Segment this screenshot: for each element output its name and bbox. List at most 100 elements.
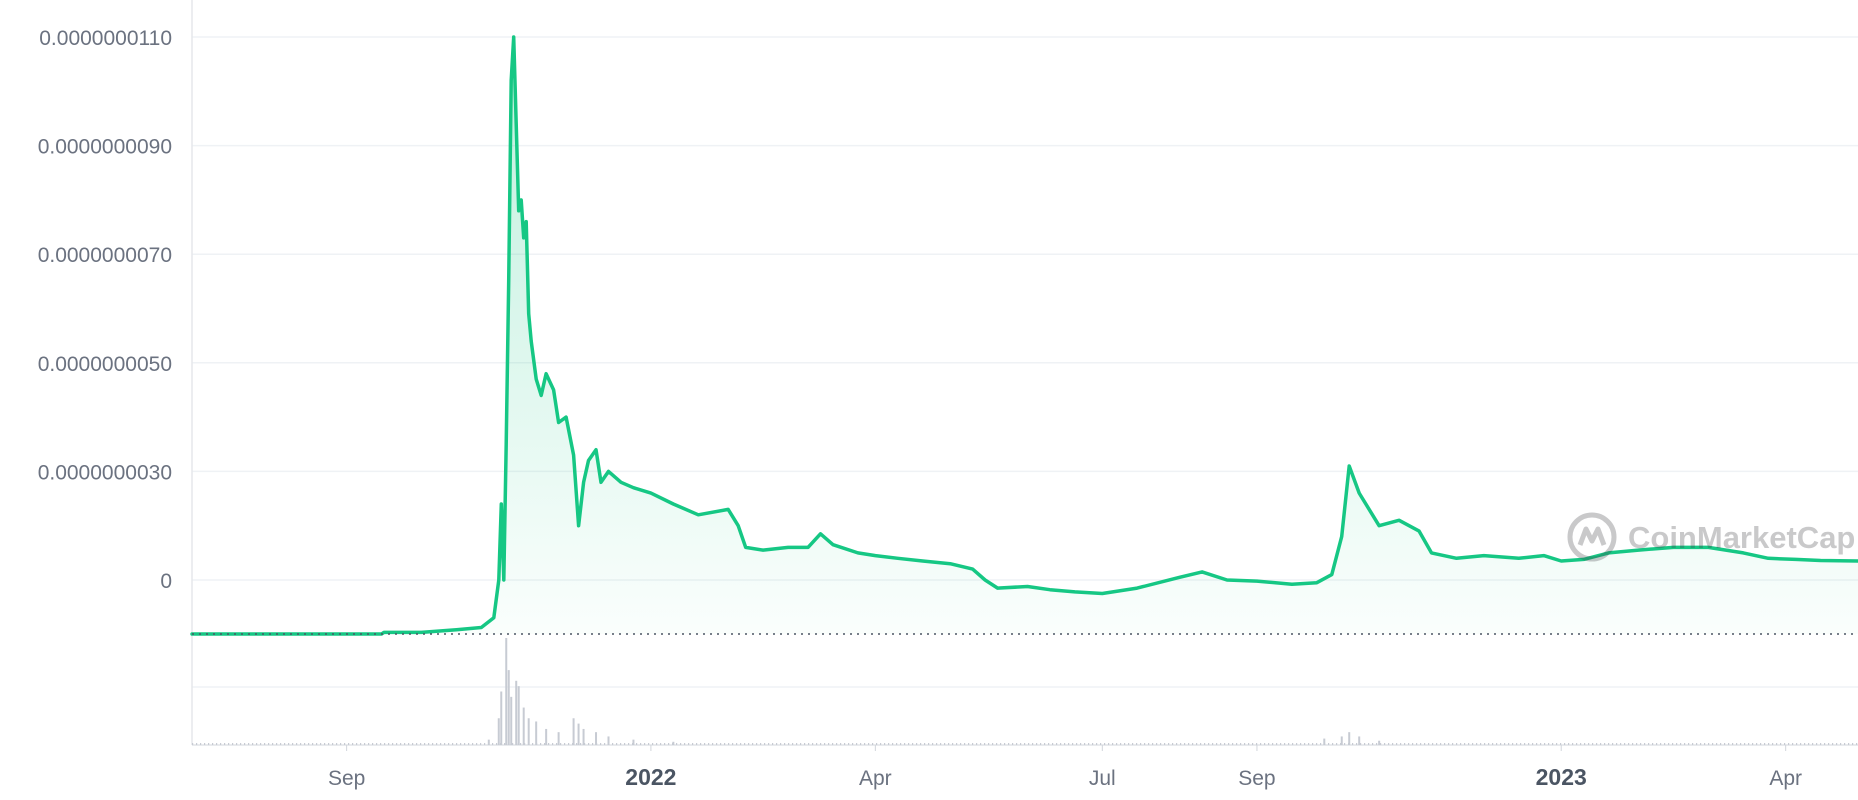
volume-bar: [1432, 743, 1434, 745]
y-axis: 0.0000000110 0.0000000090 0.0000000070 0.00…: [38, 27, 172, 593]
volume-bar: [1772, 743, 1774, 745]
volume-bar: [1488, 743, 1490, 745]
volume-bar: [432, 743, 434, 745]
volume-bar: [1840, 743, 1842, 745]
volume-bar: [616, 743, 618, 745]
volume-bar: [1708, 743, 1710, 745]
volume-bar: [1828, 743, 1830, 745]
volume-bar: [1780, 743, 1782, 745]
volume-bar: [1380, 743, 1382, 745]
volume-bar: [1636, 743, 1638, 745]
volume-bar: [1028, 743, 1030, 745]
volume-bar: [232, 743, 234, 745]
volume-bar: [1504, 743, 1506, 745]
volume-bar: [1256, 743, 1258, 745]
volume-bar: [1612, 743, 1614, 745]
volume-bar: [1228, 743, 1230, 745]
volume-bar: [1316, 743, 1318, 745]
volume-bar: [972, 743, 974, 745]
volume-bar: [1588, 743, 1590, 745]
volume-bar: [1328, 743, 1330, 745]
volume-bar: [704, 743, 706, 745]
volume-bar: [1560, 743, 1562, 745]
volume-bar: [1624, 743, 1626, 745]
volume-bar: [1776, 743, 1778, 745]
volume-bar: [1088, 743, 1090, 745]
volume-bar: [1000, 743, 1002, 745]
volume-bar: [848, 743, 850, 745]
volume-bar: [544, 743, 546, 745]
volume-bar: [200, 743, 202, 745]
volume-bar: [244, 743, 246, 745]
volume-bar: [372, 743, 374, 745]
volume-bar: [1544, 743, 1546, 745]
volume-bar: [1576, 743, 1578, 745]
volume-bar: [592, 743, 594, 745]
volume-bar: [1164, 743, 1166, 745]
volume-bar: [1752, 743, 1754, 745]
volume-bar: [1740, 743, 1742, 745]
volume-bar: [1608, 743, 1610, 745]
volume-bar: [280, 743, 282, 745]
volume-bar: [1040, 743, 1042, 745]
volume-bar: [1232, 743, 1234, 745]
x-tick-label: Sep: [1238, 767, 1275, 790]
volume-bar: [1308, 743, 1310, 745]
volume-bar: [1124, 743, 1126, 745]
volume-bar: [300, 743, 302, 745]
volume-bar: [595, 732, 598, 745]
y-tick-label: 0.0000000070: [38, 244, 172, 267]
volume-bar: [1144, 743, 1146, 745]
volume-bar: [1788, 743, 1790, 745]
volume-bar: [1796, 743, 1798, 745]
volume-bar: [968, 743, 970, 745]
volume-bar: [652, 743, 654, 745]
volume-bar: [1236, 743, 1238, 745]
volume-bar: [256, 743, 258, 745]
volume-bar: [1520, 743, 1522, 745]
volume-bar: [1224, 743, 1226, 745]
volume-bar: [648, 743, 650, 745]
volume-bar: [535, 721, 538, 745]
volume-bar: [1188, 743, 1190, 745]
volume-bar: [1728, 743, 1730, 745]
volume-bar: [1288, 743, 1290, 745]
volume-bar: [1348, 732, 1351, 745]
x-tick-label: Apr: [859, 767, 892, 790]
volume-bar: [820, 743, 822, 745]
volume-bar: [1632, 743, 1634, 745]
x-tick-label: Sep: [328, 767, 365, 790]
volume-bar: [1212, 743, 1214, 745]
y-tick-label: 0.0000000050: [38, 353, 172, 376]
volume-bar: [1092, 743, 1094, 745]
volume-bar: [1056, 743, 1058, 745]
volume-bar: [700, 743, 702, 745]
volume-bar: [1784, 743, 1786, 745]
volume-bar: [1856, 743, 1858, 745]
volume-bar: [1008, 743, 1010, 745]
coinmarketcap-logo-icon: [1567, 512, 1617, 562]
price-area: [192, 37, 1858, 634]
volume-bar: [380, 743, 382, 745]
volume-bar: [612, 743, 614, 745]
volume-bar: [352, 743, 354, 745]
volume-bar: [1260, 743, 1262, 745]
volume-bar: [1408, 743, 1410, 745]
volume-bar: [316, 743, 318, 745]
volume-bar: [476, 743, 478, 745]
volume-bar: [522, 707, 525, 745]
volume-bar: [1748, 743, 1750, 745]
volume-bar: [1476, 743, 1478, 745]
volume-bar: [1680, 743, 1682, 745]
volume-bar: [776, 743, 778, 745]
volume-bar: [216, 743, 218, 745]
volume-bar: [1204, 743, 1206, 745]
volume-bar: [1004, 743, 1006, 745]
volume-bar: [1352, 743, 1354, 745]
volume-bar: [1644, 743, 1646, 745]
volume-bar: [252, 743, 254, 745]
volume-bar: [660, 743, 662, 745]
volume-bar: [1128, 743, 1130, 745]
volume-bar: [416, 743, 418, 745]
volume-bar: [328, 743, 330, 745]
